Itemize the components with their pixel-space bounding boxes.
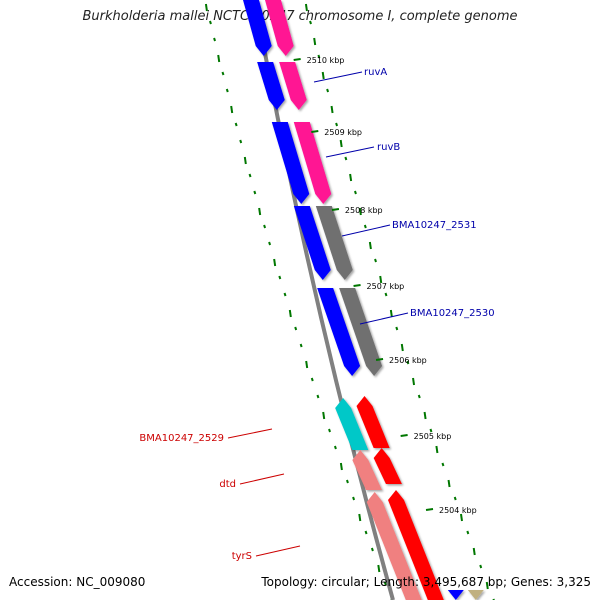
feature-block[interactable] (265, 0, 294, 56)
feature-block[interactable] (356, 396, 390, 448)
scale-tick-label: 2505 kbp (414, 432, 452, 441)
genome-summary-text: Topology: circular; Length: 3,495,687 bp… (261, 575, 591, 589)
map-title: Burkholderia mallei NCTC 10247 chromosom… (82, 9, 518, 24)
gene-label[interactable]: BMA10247_2529 (139, 433, 224, 444)
feature-block[interactable] (257, 62, 285, 110)
feature-block[interactable] (293, 122, 332, 204)
gene-label[interactable]: dtd (219, 479, 236, 490)
gene-label[interactable]: tyrS (232, 551, 252, 562)
gene-label-connector (359, 312, 409, 325)
scale-tick-label: 2506 kbp (389, 356, 427, 365)
scale-tick-mark (311, 130, 319, 133)
gene-label-connector (313, 71, 363, 83)
scale-tick-label: 2510 kbp (307, 56, 345, 65)
feature-block[interactable] (315, 206, 353, 280)
feature-block[interactable] (352, 450, 383, 490)
scale-tick-label: 2504 kbp (439, 506, 477, 515)
feature-block[interactable] (317, 288, 361, 376)
gene-label[interactable]: BMA10247_2530 (410, 308, 495, 319)
accession-text: Accession: NC_009080 (9, 575, 146, 589)
scale-tick-label: 2509 kbp (324, 128, 362, 137)
feature-block[interactable] (293, 206, 331, 280)
feature-block[interactable] (388, 490, 444, 600)
scale-tick-mark (425, 508, 434, 511)
feature-block[interactable] (373, 448, 402, 484)
scale-tick-mark (293, 58, 301, 61)
gc-track-right (304, 3, 495, 600)
feature-block[interactable] (243, 0, 272, 56)
scale-tick-label: 2508 kbp (345, 206, 383, 215)
feature-block[interactable] (271, 122, 310, 204)
gene-label-connector (341, 224, 391, 237)
scale-tick-mark (400, 434, 408, 437)
gene-label-connector (325, 146, 375, 158)
feature-block[interactable] (366, 492, 422, 600)
gene-label[interactable]: ruvA (364, 67, 387, 78)
gene-label-connector (227, 428, 273, 439)
feature-block[interactable] (444, 590, 464, 600)
gene-label[interactable]: BMA10247_2531 (392, 220, 477, 231)
scale-tick-mark (353, 284, 361, 287)
feature-block[interactable] (335, 398, 369, 450)
feature-block[interactable] (339, 288, 383, 376)
gene-label-connector (255, 545, 301, 557)
gene-label-connector (239, 473, 285, 485)
gc-track-left (204, 3, 393, 600)
scale-tick-mark (375, 358, 384, 361)
feature-block[interactable] (464, 590, 484, 600)
scale-tick-label: 2507 kbp (367, 282, 405, 291)
scale-tick-mark (331, 208, 340, 211)
feature-block[interactable] (279, 62, 307, 110)
gene-label[interactable]: ruvB (377, 142, 400, 153)
